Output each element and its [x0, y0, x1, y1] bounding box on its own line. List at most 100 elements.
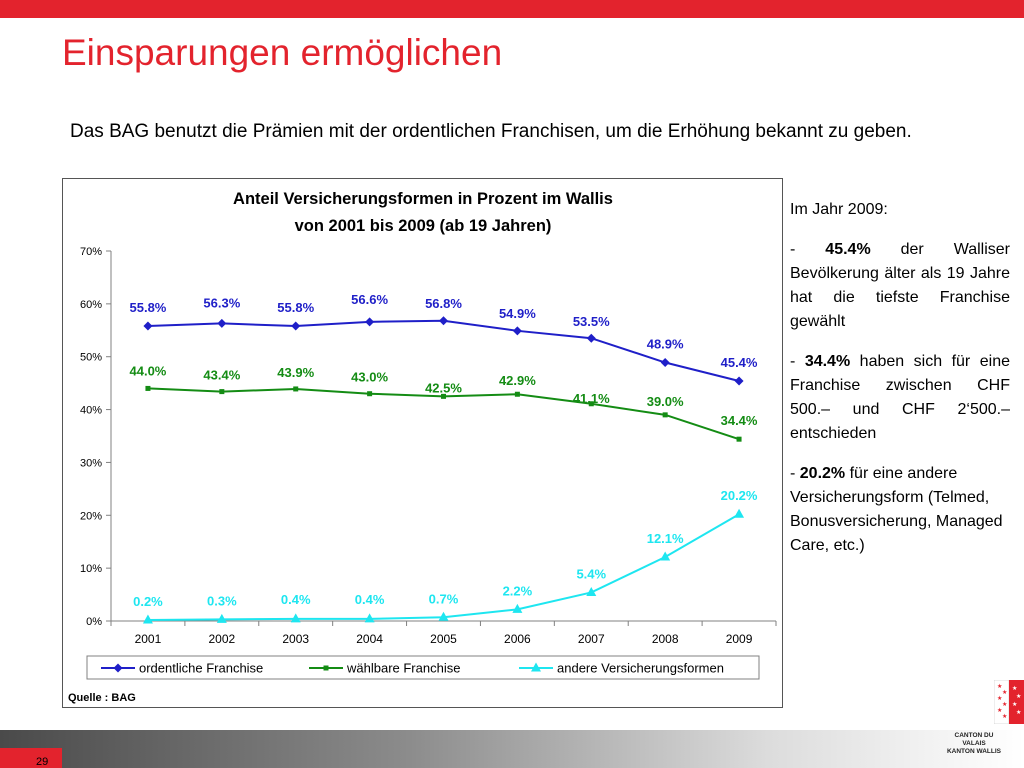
- data-label: 0.3%: [207, 593, 237, 608]
- data-point-marker: [514, 391, 520, 397]
- y-tick-label: 70%: [80, 246, 102, 258]
- data-point-marker: [512, 603, 523, 613]
- sidebar-point-3-value: 20.2%: [799, 465, 846, 482]
- x-tick-label: 2006: [504, 632, 531, 646]
- data-label: 56.6%: [351, 292, 388, 307]
- sidebar-summary: Im Jahr 2009: - 45.4% der Walliser Bevöl…: [790, 198, 1010, 574]
- legend-marker: [531, 662, 541, 672]
- data-point-marker: [512, 326, 522, 336]
- data-point-marker: [364, 613, 375, 623]
- page-number-box: [0, 748, 62, 768]
- data-point-marker: [142, 614, 153, 624]
- data-point-marker: [662, 412, 668, 418]
- legend-marker: [113, 663, 123, 673]
- sidebar-point-3: - 20.2% für eine andere Versicherungsfor…: [790, 465, 1003, 554]
- intro-text: Das BAG benutzt die Prämien mit der orde…: [70, 121, 912, 142]
- svg-text:★: ★: [1012, 685, 1017, 692]
- chart-title: Anteil Versicherungsformen in Prozent im…: [233, 190, 613, 208]
- data-label: 55.8%: [277, 300, 314, 315]
- x-tick-label: 2008: [652, 632, 679, 646]
- data-label: 53.5%: [573, 314, 610, 329]
- svg-text:★: ★: [1012, 701, 1017, 708]
- legend-label-3: andere Versicherungsformen: [557, 661, 724, 676]
- data-point-marker: [586, 586, 597, 596]
- svg-text:★: ★: [997, 695, 1002, 702]
- canton-logo: ★ ★ ★ ★ ★ ★ ★ ★ ★ ★ CANTON DU VALAIS KANTON WAL…: [938, 680, 1024, 755]
- sidebar-point-1-value: 45.4%: [825, 241, 871, 258]
- y-tick-label: 10%: [80, 563, 102, 575]
- sidebar-point-2-value: 34.4%: [804, 353, 851, 370]
- data-point-marker: [365, 317, 375, 327]
- data-point-marker: [216, 613, 227, 623]
- y-tick-label: 40%: [80, 405, 102, 417]
- data-label: 55.8%: [130, 300, 167, 315]
- data-label: 41.1%: [573, 391, 610, 406]
- data-point-marker: [734, 376, 744, 386]
- slide-title: Einsparungen ermöglichen: [62, 32, 503, 73]
- data-point-marker: [660, 358, 670, 368]
- footer-band: [0, 730, 1024, 768]
- data-label: 43.4%: [203, 368, 240, 383]
- data-point-marker: [660, 551, 671, 561]
- data-label: 39.0%: [647, 394, 684, 409]
- y-tick-label: 20%: [80, 510, 102, 522]
- line-chart: Anteil Versicherungsformen in Prozent im…: [68, 190, 777, 704]
- y-tick-label: 50%: [80, 352, 102, 364]
- chart-subtitle: von 2001 bis 2009 (ab 19 Jahren): [295, 217, 552, 235]
- data-label: 48.9%: [647, 337, 684, 352]
- data-label: 20.2%: [721, 488, 758, 503]
- svg-text:★: ★: [1002, 713, 1007, 720]
- data-point-marker: [736, 436, 742, 442]
- data-label: 54.9%: [499, 306, 536, 321]
- data-point-marker: [588, 401, 594, 407]
- x-tick-label: 2009: [726, 632, 753, 646]
- data-label: 56.8%: [425, 296, 462, 311]
- y-tick-label: 0%: [86, 616, 102, 628]
- x-tick-label: 2003: [282, 632, 309, 646]
- data-point-marker: [293, 386, 299, 392]
- data-label: 0.4%: [355, 592, 385, 607]
- data-label: 44.0%: [130, 363, 167, 378]
- page-number: 29: [36, 756, 49, 768]
- svg-text:★: ★: [1016, 709, 1021, 716]
- data-label: 43.9%: [277, 365, 314, 380]
- svg-text:★: ★: [1002, 689, 1007, 696]
- y-tick-label: 30%: [80, 457, 102, 469]
- data-point-marker: [291, 321, 301, 331]
- x-tick-label: 2004: [356, 632, 383, 646]
- data-label: 42.5%: [425, 380, 462, 395]
- data-label: 2.2%: [503, 583, 533, 598]
- data-label: 0.2%: [133, 594, 163, 609]
- top-red-bar: [0, 0, 1024, 18]
- legend-label-2: wählbare Franchise: [346, 661, 460, 676]
- data-point-marker: [734, 508, 745, 518]
- data-label: 0.4%: [281, 592, 311, 607]
- x-tick-label: 2002: [208, 632, 235, 646]
- svg-text:★: ★: [1016, 693, 1021, 700]
- data-point-marker: [217, 318, 227, 328]
- chart-source: Quelle : BAG: [68, 692, 136, 704]
- logo-text: CANTON DU VALAIS KANTON WALLIS: [946, 732, 1002, 755]
- x-tick-label: 2007: [578, 632, 605, 646]
- svg-text:★: ★: [997, 683, 1002, 690]
- data-point-marker: [441, 393, 446, 399]
- svg-text:★: ★: [997, 707, 1002, 714]
- data-point-marker: [439, 316, 448, 326]
- chart-container: Anteil Versicherungsformen in Prozent im…: [62, 178, 783, 708]
- legend-label-1: ordentliche Franchise: [139, 661, 263, 676]
- canton-shield-icon: ★★★ ★★★ ★★★★: [994, 680, 1024, 724]
- x-tick-label: 2001: [135, 632, 162, 646]
- data-label: 42.9%: [499, 373, 536, 388]
- data-point-marker: [219, 389, 225, 395]
- sidebar-heading: Im Jahr 2009:: [790, 201, 888, 218]
- data-point-marker: [586, 333, 596, 343]
- data-label: 5.4%: [576, 566, 606, 581]
- data-label: 56.3%: [203, 295, 240, 310]
- sidebar-point-2: - 34.4% haben sich für eine Franchise zw…: [790, 353, 1010, 442]
- data-label: 43.0%: [351, 370, 388, 385]
- data-point-marker: [143, 321, 153, 331]
- data-label: 12.1%: [647, 531, 684, 546]
- legend-marker: [323, 665, 329, 671]
- data-point-marker: [438, 611, 449, 621]
- data-label: 34.4%: [721, 413, 758, 428]
